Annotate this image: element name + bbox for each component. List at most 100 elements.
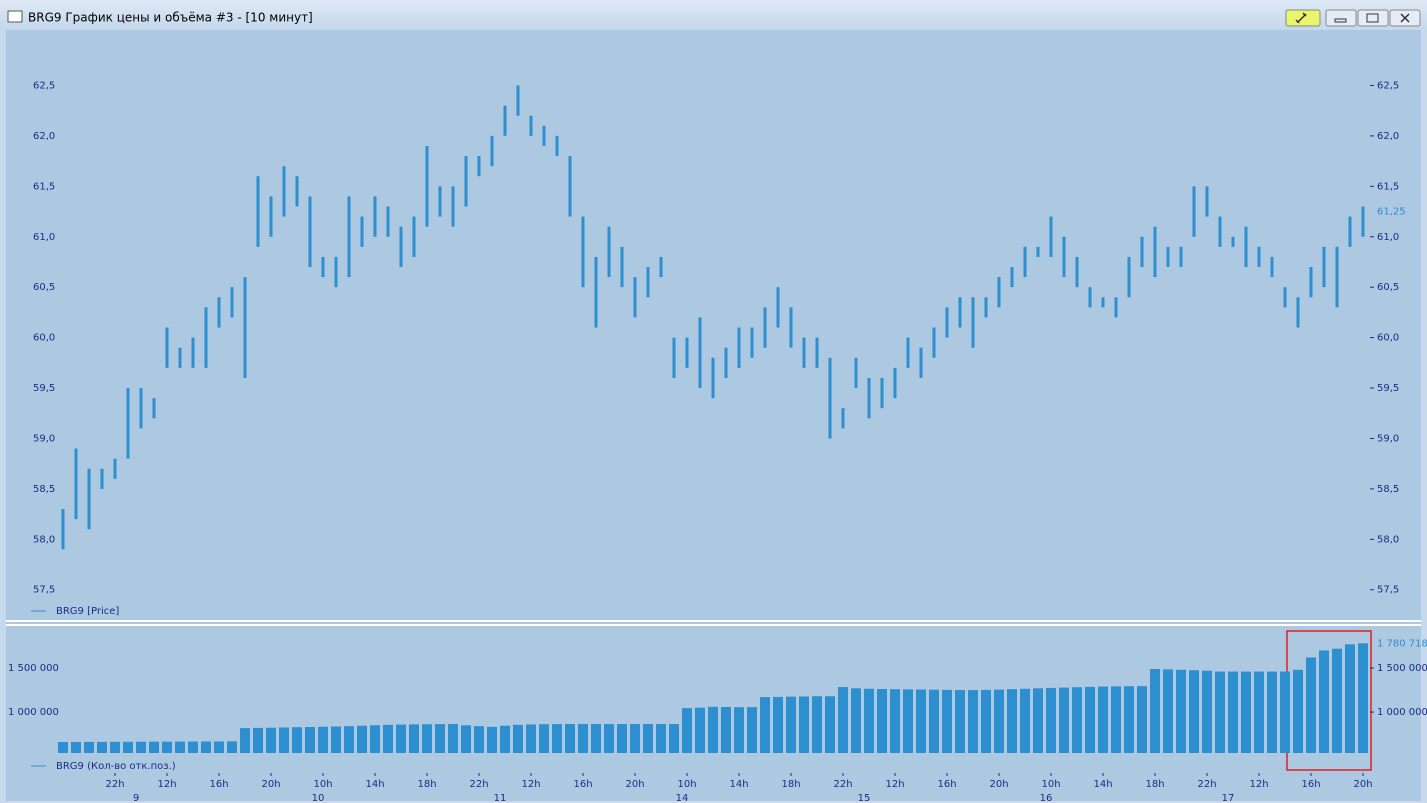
oi-bar <box>1241 671 1251 753</box>
oi-bar <box>955 690 965 753</box>
oi-bar <box>630 724 640 753</box>
oi-bar <box>565 724 575 753</box>
oi-bar <box>253 727 263 753</box>
oi-bar <box>97 741 107 753</box>
oi-bar <box>552 724 562 753</box>
price-bar <box>425 145 429 227</box>
x-tick-label: 16h <box>1301 779 1320 790</box>
x-tick-label: 12h <box>885 779 904 790</box>
maximize-button[interactable] <box>1357 9 1389 27</box>
minimize-button[interactable] <box>1325 9 1357 27</box>
oi-bar <box>409 724 419 753</box>
oi-bar <box>1215 671 1225 753</box>
price-bar <box>295 176 299 207</box>
oi-bar <box>188 741 198 753</box>
price-bar <box>815 337 819 368</box>
price-bar <box>438 186 442 217</box>
price-bar <box>61 509 65 550</box>
x-tick-label: 12h <box>157 779 176 790</box>
price-bar <box>451 186 455 227</box>
price-bar <box>1309 267 1313 298</box>
legend-label: BRG9 [Price] <box>56 606 119 617</box>
y-tick-label: 59,0 <box>33 433 55 444</box>
oi-bar <box>227 741 237 753</box>
y-tick-label: 61,0 <box>33 232 55 243</box>
day-label: 9 <box>133 793 139 803</box>
oi-bar <box>162 741 172 753</box>
oi-bar <box>266 727 276 753</box>
day-label: 14 <box>676 793 689 803</box>
oi-bar <box>1033 688 1043 753</box>
price-bar <box>165 327 169 368</box>
price-bar <box>932 327 936 358</box>
y-tick-label-right: 61,0 <box>1377 232 1399 243</box>
oi-bar <box>643 724 653 753</box>
oi-bar <box>1280 671 1290 753</box>
price-bar <box>308 196 312 268</box>
oi-bar <box>1072 687 1082 753</box>
oi-bar <box>773 696 783 753</box>
oi-bar <box>487 726 497 753</box>
oi-bar <box>1098 686 1108 753</box>
price-bar <box>282 166 286 217</box>
oi-bar <box>994 689 1004 753</box>
price-bar <box>490 135 494 167</box>
x-tick-label: 10h <box>677 779 696 790</box>
oi-bar <box>1332 648 1342 753</box>
price-bar <box>789 307 793 348</box>
price-bar <box>1049 216 1053 257</box>
price-bar <box>87 468 91 530</box>
price-bar <box>516 85 520 116</box>
y-tick-label: 60,0 <box>33 333 55 344</box>
price-bar <box>958 297 962 328</box>
price-bar <box>1322 246 1326 288</box>
x-tick-label: 10h <box>313 779 332 790</box>
x-tick-label: 14h <box>365 779 384 790</box>
oi-bar <box>786 696 796 753</box>
price-bar <box>74 448 78 520</box>
price-bar <box>1075 256 1079 288</box>
price-bar <box>1010 267 1014 288</box>
price-bar <box>893 367 897 399</box>
price-bar <box>880 377 884 409</box>
oi-bar <box>968 690 978 753</box>
y-tick-label: 60,5 <box>33 282 55 293</box>
x-tick-label: 22h <box>833 779 852 790</box>
oi-bar <box>1345 644 1355 753</box>
price-bar <box>139 388 143 429</box>
price-bar <box>334 256 338 288</box>
oi-bar <box>422 724 432 753</box>
price-bar <box>919 347 923 378</box>
oi-bar <box>1293 669 1303 753</box>
price-bar <box>1127 256 1131 298</box>
oi-bar <box>721 706 731 753</box>
price-bar <box>1062 236 1066 278</box>
price-bar <box>412 216 416 257</box>
x-tick-label: 22h <box>1197 779 1216 790</box>
oi-bar <box>1124 686 1134 753</box>
oi-bar <box>1059 687 1069 753</box>
oi-bar <box>1111 686 1121 753</box>
price-bar <box>1257 246 1261 268</box>
price-bar <box>685 337 689 368</box>
price-bar <box>750 327 754 358</box>
oi-bar <box>747 707 757 753</box>
oi-bar <box>942 689 952 753</box>
price-bar <box>1192 186 1196 237</box>
price-bar <box>542 125 546 146</box>
day-label: 15 <box>858 793 871 803</box>
price-bar <box>581 216 585 288</box>
price-bar <box>1166 246 1170 268</box>
price-bar <box>1283 287 1287 308</box>
price-bar <box>854 357 858 389</box>
oi-bar <box>656 724 666 753</box>
oi-bar <box>734 707 744 753</box>
oi-bar <box>851 688 861 753</box>
oi-bar <box>357 725 367 753</box>
oi-bar <box>344 726 354 753</box>
price-bar <box>607 226 611 278</box>
oi-bar <box>929 689 939 753</box>
x-tick-label: 18h <box>417 779 436 790</box>
y-tick-label-right: 58,0 <box>1377 534 1399 545</box>
price-bar <box>1205 186 1209 217</box>
